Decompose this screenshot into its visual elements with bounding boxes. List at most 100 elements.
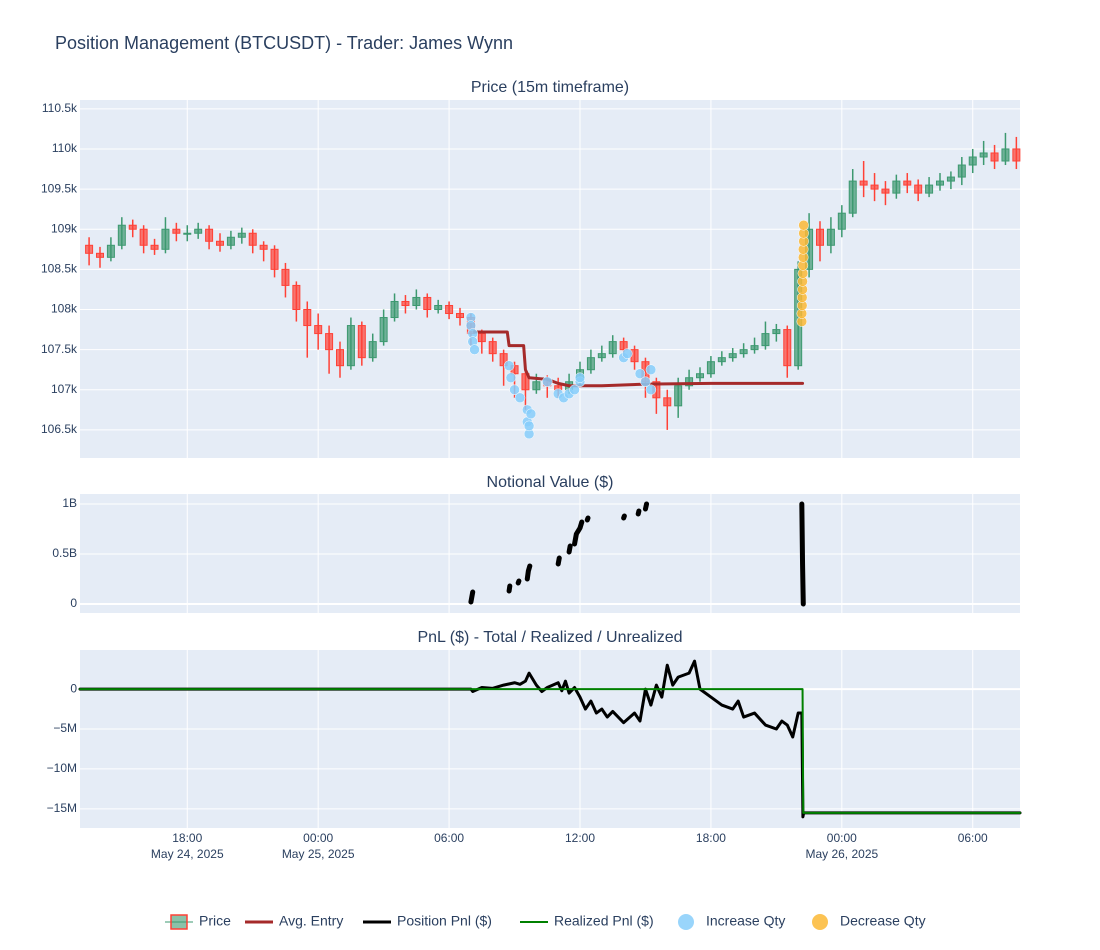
marker: [569, 384, 580, 396]
candle-body: [259, 244, 268, 250]
y-tick-label: −5M: [53, 721, 77, 735]
marker: [469, 344, 480, 355]
candle-body: [761, 333, 770, 347]
legend-icon: [170, 914, 188, 930]
marker: [798, 219, 809, 231]
candle-body: [936, 180, 944, 186]
candle-body: [696, 373, 704, 379]
marker: [640, 376, 651, 387]
x-tick-label: 00:00: [303, 831, 333, 845]
candle-body: [117, 224, 126, 246]
candle-body: [848, 180, 857, 214]
candle-body: [783, 329, 792, 367]
candle-body: [237, 232, 246, 238]
candle-body: [85, 244, 94, 254]
candle-body: [303, 309, 312, 327]
marker: [525, 408, 537, 420]
series-line: [468, 501, 806, 607]
candle-body: [357, 325, 366, 359]
legend-label: Position Pnl ($): [397, 913, 492, 929]
candle-body: [739, 349, 748, 355]
y-tick-label: 107.5k: [41, 342, 78, 356]
legend-label: Price: [199, 913, 231, 929]
y-tick-label: 110.5k: [42, 101, 78, 115]
marker: [505, 372, 517, 383]
candle-body: [706, 361, 715, 375]
candle-body: [1001, 148, 1010, 162]
plot-layer: [85, 132, 1021, 440]
candle-body: [106, 244, 115, 258]
candle-body: [1012, 148, 1021, 162]
candle-body: [968, 156, 977, 166]
candle-body: [990, 152, 999, 162]
candle-body: [663, 397, 672, 407]
plot-layer: [78, 659, 1022, 819]
candle-body: [270, 248, 279, 270]
candle-body: [772, 329, 781, 335]
candle-body: [914, 184, 923, 194]
legend-icon: [812, 914, 828, 930]
candle-body: [139, 228, 148, 246]
subplot-title: Notional Value ($): [487, 474, 614, 491]
marker: [634, 368, 646, 379]
candle-body: [979, 152, 988, 158]
candle-body: [423, 296, 432, 311]
candle-body: [161, 228, 170, 250]
candle-body: [499, 353, 508, 367]
candle-body: [194, 228, 203, 234]
candle-body: [281, 268, 290, 286]
legend-label: Realized Pnl ($): [554, 913, 654, 929]
candle-body: [674, 385, 683, 407]
x-tick-date: May 26, 2025: [805, 847, 878, 861]
candle-body: [445, 304, 454, 315]
y-tick-label: 107k: [51, 382, 78, 396]
x-tick-label: 00:00: [827, 831, 857, 845]
candle-body: [957, 164, 966, 178]
marker: [503, 360, 515, 371]
candle-body: [685, 377, 694, 387]
candle-body: [881, 188, 890, 194]
series-line: [78, 659, 1022, 819]
candle-body: [172, 228, 181, 234]
candle-body: [456, 313, 464, 319]
candle-body: [226, 236, 235, 246]
y-tick-label: 0: [70, 596, 77, 610]
y-tick-label: −15M: [47, 801, 77, 815]
marker: [514, 392, 526, 404]
candle-body: [597, 353, 606, 359]
candle-body: [946, 176, 955, 182]
x-tick-date: May 24, 2025: [151, 847, 224, 861]
candle-body: [903, 180, 912, 186]
y-tick-label: 0.5B: [52, 546, 77, 560]
candle-body: [379, 317, 388, 343]
candle-body: [150, 244, 159, 250]
marker: [509, 384, 520, 396]
candle-body: [521, 373, 530, 391]
candle-body: [401, 300, 410, 306]
candle-body: [325, 333, 334, 351]
y-tick-label: 106.5k: [41, 422, 78, 436]
candle-body: [314, 325, 323, 335]
candle-body: [434, 304, 443, 311]
candle-body: [750, 345, 759, 351]
candle-body: [183, 232, 192, 235]
candle-body: [96, 252, 104, 258]
candle-body: [892, 180, 901, 194]
plot-background: [80, 100, 1020, 458]
candle-body: [532, 381, 541, 391]
candle-body: [477, 333, 486, 343]
x-tick-label: 12:00: [565, 831, 595, 845]
subplot-title: Price (15m timeframe): [471, 79, 629, 96]
marker: [542, 376, 553, 387]
candle-body: [205, 228, 214, 242]
legend-label: Decrease Qty: [840, 913, 926, 929]
y-tick-label: −10M: [47, 761, 77, 775]
candle-body: [216, 240, 224, 246]
candle-body: [488, 341, 497, 355]
candle-body: [859, 180, 868, 186]
candle-body: [717, 357, 726, 363]
candle-body: [248, 232, 257, 246]
candle-body: [837, 212, 846, 230]
marker: [523, 420, 535, 432]
candle-body: [870, 184, 879, 190]
